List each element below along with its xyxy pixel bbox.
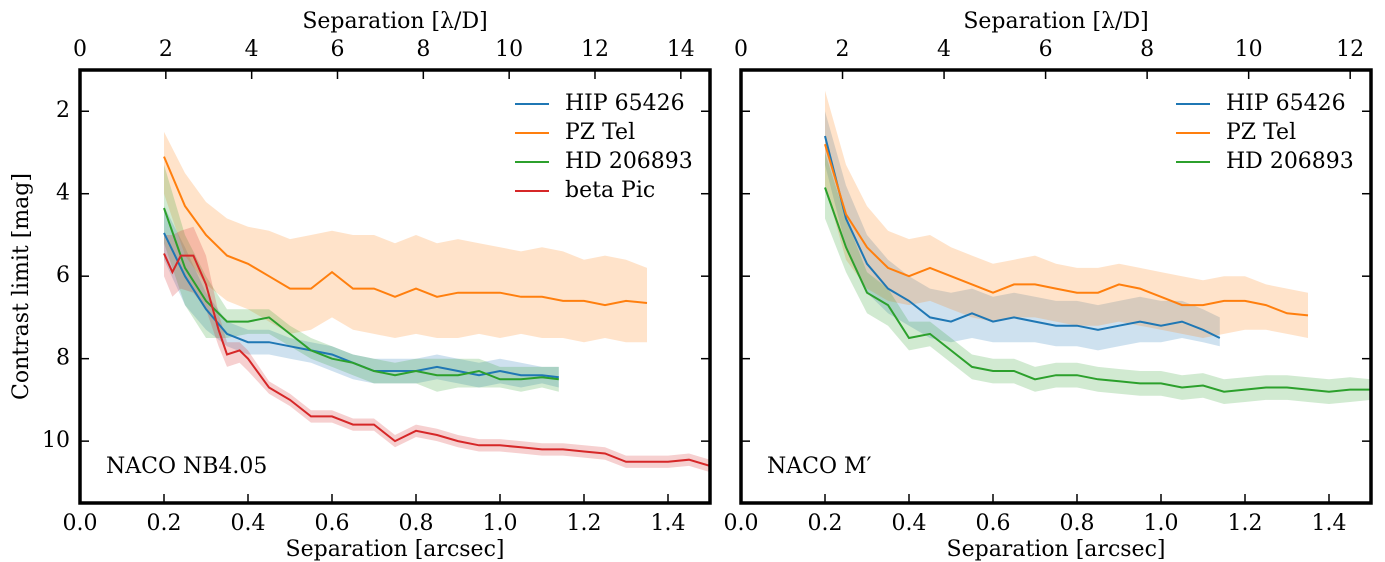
confidence-band [825, 111, 1220, 351]
confidence-band [164, 226, 710, 473]
x2-tick-label: 6 [330, 37, 344, 62]
legend-label: HIP 65426 [1226, 91, 1346, 116]
series-line [163, 207, 559, 381]
y-tick-label: 2 [56, 98, 70, 123]
series-line [163, 253, 710, 467]
x-tick-label: 1.0 [1144, 511, 1179, 536]
legend-label: HD 206893 [565, 149, 693, 174]
x2-tick-label: 8 [416, 37, 430, 62]
x2-tick-label: 6 [1039, 37, 1053, 62]
plot-area [163, 131, 710, 473]
x2-axis-label: Separation [λ/D] [302, 9, 487, 34]
frame [78, 68, 712, 505]
x-axis-label: Separation [arcsec] [286, 537, 505, 562]
x-tick-label: 1.2 [1228, 511, 1263, 536]
annotation: NACO M′ [767, 454, 872, 479]
legend-label: beta Pic [565, 178, 655, 203]
legend-label: PZ Tel [565, 120, 635, 145]
x2-tick-label: 10 [495, 37, 523, 62]
series-line [824, 143, 1309, 317]
x2-tick-label: 2 [159, 37, 173, 62]
series-line [824, 135, 1221, 339]
x2-tick-label: 12 [581, 37, 609, 62]
legend-label: PZ Tel [1226, 120, 1296, 145]
x-tick-label: 1.2 [567, 511, 602, 536]
series-line [163, 156, 648, 307]
x-tick-label: 0.4 [892, 511, 927, 536]
x2-tick-label: 8 [1140, 37, 1154, 62]
x2-tick-label: 2 [836, 37, 850, 62]
x2-axis-label: Separation [λ/D] [963, 9, 1148, 34]
x-tick-label: 0.2 [147, 511, 182, 536]
y-tick-label: 8 [56, 346, 70, 371]
x-tick-label: 0.6 [315, 511, 350, 536]
x-axis-label: Separation [arcsec] [947, 537, 1166, 562]
y-tick-label: 4 [56, 181, 70, 206]
x-tick-label: 0.0 [63, 511, 98, 536]
x2-tick-label: 12 [1336, 37, 1364, 62]
x-tick-label: 1.0 [483, 511, 518, 536]
confidence-band [164, 164, 559, 392]
confidence-band [825, 152, 1371, 404]
annotation: NACO NB4.05 [106, 454, 267, 479]
x-tick-label: 0.8 [1060, 511, 1095, 536]
x2-tick-label: 10 [1235, 37, 1263, 62]
x2-tick-label: 4 [937, 37, 951, 62]
y-axis-label: Contrast limit [mag] [9, 173, 34, 400]
series-line [824, 187, 1371, 393]
confidence-band [825, 90, 1308, 338]
x2-tick-label: 0 [73, 37, 87, 62]
x-tick-label: 1.4 [1312, 511, 1347, 536]
y-tick-label: 6 [56, 263, 70, 288]
legend-label: HIP 65426 [565, 91, 685, 116]
x2-tick-label: 14 [667, 37, 695, 62]
x-tick-label: 0.2 [808, 511, 843, 536]
confidence-band [164, 131, 647, 343]
x2-tick-label: 0 [734, 37, 748, 62]
x-tick-label: 0.8 [399, 511, 434, 536]
plot-area [824, 90, 1371, 404]
y-tick-label: 10 [42, 428, 70, 453]
x-tick-label: 0.6 [976, 511, 1011, 536]
x-tick-label: 0.4 [231, 511, 266, 536]
legend-label: HD 206893 [1226, 149, 1354, 174]
frame [739, 68, 1373, 505]
x2-tick-label: 4 [245, 37, 259, 62]
x-tick-label: 1.4 [651, 511, 686, 536]
x-tick-label: 0.0 [724, 511, 759, 536]
